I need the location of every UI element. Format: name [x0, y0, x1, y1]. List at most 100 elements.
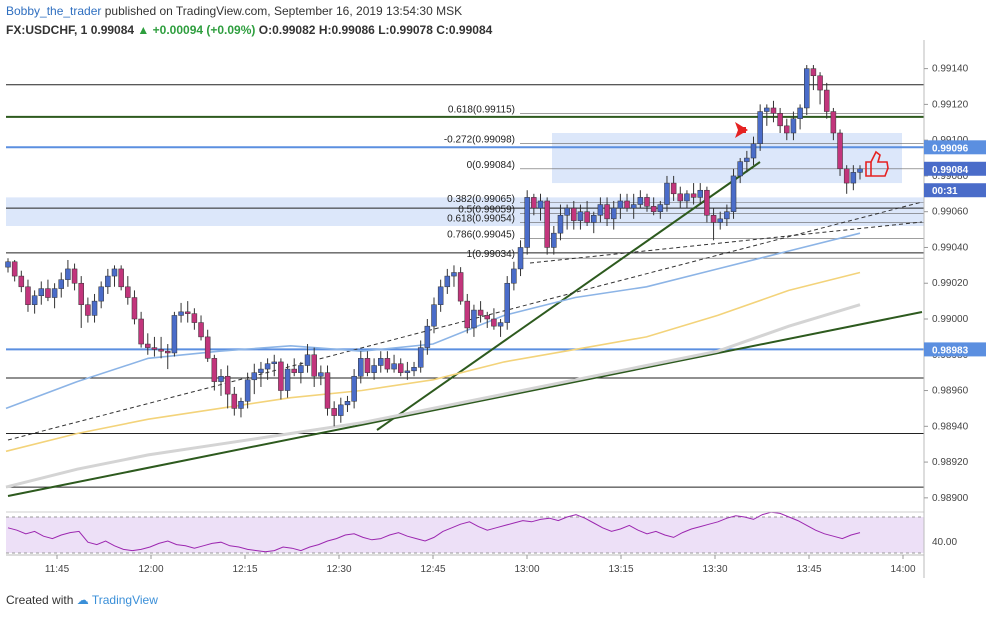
- candle[interactable]: [118, 265, 124, 291]
- candle[interactable]: [431, 297, 437, 334]
- candle[interactable]: [697, 183, 703, 205]
- candle[interactable]: [138, 311, 144, 348]
- candle[interactable]: [151, 336, 158, 357]
- candle[interactable]: [804, 65, 810, 116]
- candle[interactable]: [251, 363, 258, 395]
- candle[interactable]: [224, 365, 231, 409]
- candle[interactable]: [71, 263, 78, 291]
- tradingview-link[interactable]: TradingView: [91, 593, 158, 607]
- candle[interactable]: [577, 204, 584, 230]
- candle[interactable]: [184, 301, 191, 323]
- candle[interactable]: [524, 190, 530, 255]
- candle[interactable]: [258, 361, 264, 387]
- candle[interactable]: [750, 136, 757, 166]
- candle[interactable]: [158, 336, 164, 359]
- candle[interactable]: [784, 118, 790, 141]
- candle[interactable]: [843, 165, 850, 194]
- candle[interactable]: [551, 226, 557, 255]
- candle[interactable]: [291, 358, 297, 377]
- trendline-upper[interactable]: [376, 161, 761, 431]
- support-resistance-zone[interactable]: [6, 197, 924, 226]
- candle[interactable]: [218, 369, 224, 396]
- candle[interactable]: [284, 363, 291, 398]
- candle[interactable]: [131, 290, 138, 325]
- candle[interactable]: [777, 107, 783, 133]
- candle[interactable]: [31, 290, 38, 314]
- candle[interactable]: [584, 200, 590, 226]
- candle[interactable]: [444, 268, 451, 294]
- candle[interactable]: [165, 344, 171, 370]
- candle[interactable]: [378, 351, 384, 373]
- candle[interactable]: [45, 279, 51, 302]
- author-link[interactable]: Bobby_the_trader: [6, 4, 102, 18]
- candle[interactable]: [211, 354, 218, 391]
- candle[interactable]: [617, 193, 624, 219]
- candle[interactable]: [344, 395, 351, 412]
- candle[interactable]: [810, 65, 817, 91]
- candle[interactable]: [604, 197, 610, 226]
- candle[interactable]: [690, 183, 697, 205]
- price-chart[interactable]: 0.618(0.99115) -0.272(0.99098) 0(0.99084) 0…: [0, 0, 988, 590]
- candle[interactable]: [511, 261, 517, 291]
- candle[interactable]: [364, 351, 371, 377]
- candle[interactable]: [684, 190, 690, 209]
- candle[interactable]: [657, 200, 664, 219]
- candle[interactable]: [125, 276, 131, 305]
- candle[interactable]: [830, 107, 837, 141]
- candle[interactable]: [198, 315, 204, 341]
- candle[interactable]: [78, 276, 84, 328]
- candle[interactable]: [18, 270, 25, 293]
- candle[interactable]: [557, 204, 564, 241]
- candle[interactable]: [271, 354, 277, 377]
- candle[interactable]: [817, 72, 823, 105]
- candle[interactable]: [591, 211, 597, 234]
- candle[interactable]: [38, 281, 45, 305]
- candle[interactable]: [451, 265, 457, 287]
- candle[interactable]: [717, 211, 723, 230]
- candle[interactable]: [650, 197, 657, 216]
- candle[interactable]: [178, 302, 184, 323]
- candle[interactable]: [11, 259, 18, 282]
- candle[interactable]: [637, 190, 644, 209]
- candle[interactable]: [517, 240, 524, 277]
- candle[interactable]: [850, 165, 857, 191]
- trendline-lower[interactable]: [7, 311, 923, 497]
- candle[interactable]: [85, 297, 91, 323]
- candle[interactable]: [105, 268, 111, 294]
- candle[interactable]: [145, 333, 151, 355]
- candle[interactable]: [497, 319, 504, 337]
- candle[interactable]: [457, 267, 464, 305]
- candle[interactable]: [311, 347, 317, 387]
- candle[interactable]: [730, 168, 737, 219]
- candle[interactable]: [504, 276, 510, 330]
- candle[interactable]: [537, 193, 544, 221]
- candle[interactable]: [477, 301, 484, 323]
- candle[interactable]: [264, 358, 271, 380]
- candle[interactable]: [397, 358, 404, 377]
- candle[interactable]: [65, 259, 71, 287]
- candle[interactable]: [91, 293, 98, 323]
- candle[interactable]: [324, 365, 331, 416]
- candle[interactable]: [278, 358, 284, 400]
- candle[interactable]: [610, 200, 617, 230]
- candle[interactable]: [331, 401, 337, 427]
- candle[interactable]: [5, 258, 11, 273]
- candle[interactable]: [664, 175, 670, 212]
- candle[interactable]: [491, 308, 497, 330]
- candle[interactable]: [51, 283, 58, 309]
- candle[interactable]: [797, 104, 803, 130]
- candle[interactable]: [630, 193, 637, 219]
- support-resistance-zone[interactable]: [552, 133, 902, 184]
- candle[interactable]: [391, 354, 397, 373]
- candle[interactable]: [823, 82, 830, 119]
- candle[interactable]: [764, 104, 770, 126]
- candle[interactable]: [644, 193, 650, 212]
- candle[interactable]: [597, 197, 604, 223]
- candle[interactable]: [571, 200, 577, 230]
- candle[interactable]: [424, 319, 431, 355]
- candle[interactable]: [724, 204, 730, 226]
- candle[interactable]: [770, 100, 777, 123]
- candle[interactable]: [744, 150, 750, 173]
- candle[interactable]: [544, 197, 550, 255]
- candle[interactable]: [404, 361, 411, 380]
